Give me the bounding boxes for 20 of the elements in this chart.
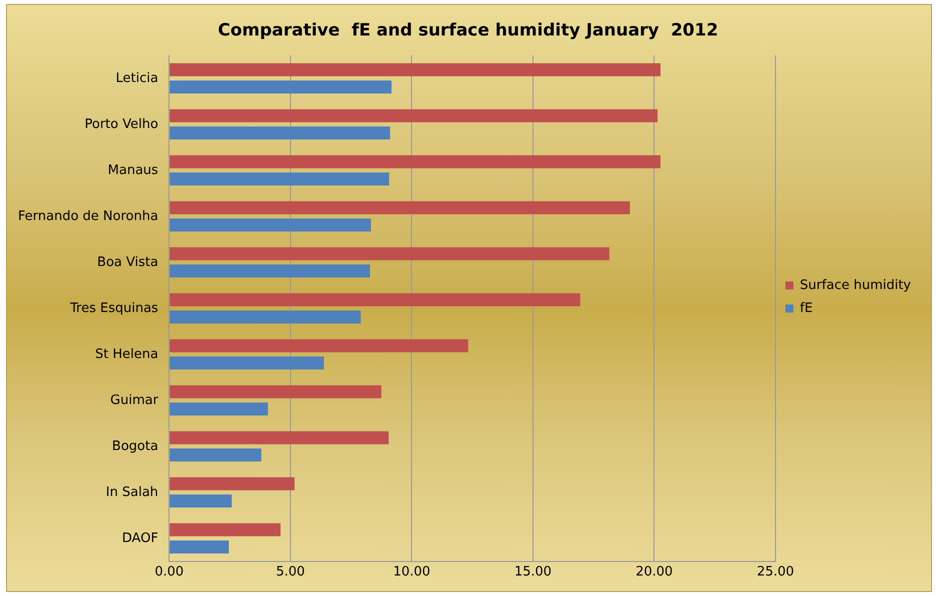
chart-title: Comparative fE and surface humidity January 2012 bbox=[218, 20, 718, 41]
y-tick-label: Tres Esquinas bbox=[69, 300, 158, 316]
y-tick-label: DAOF bbox=[122, 530, 158, 546]
y-tick-label: Leticia bbox=[116, 70, 158, 86]
y-tick-label: Guimar bbox=[110, 392, 159, 408]
legend-label: fE bbox=[800, 300, 813, 316]
y-tick-label: St Helena bbox=[95, 346, 158, 362]
y-tick-label: Porto Velho bbox=[84, 116, 158, 132]
x-tick-label: 15.00 bbox=[514, 564, 552, 580]
x-tick-label: 10.00 bbox=[393, 564, 430, 580]
x-tick-label: 5.00 bbox=[276, 564, 305, 580]
y-tick-label: In Salah bbox=[106, 484, 158, 500]
y-tick-label: Boa Vista bbox=[97, 254, 158, 270]
legend-label: Surface humidity bbox=[800, 278, 912, 293]
x-tick-label: 20.00 bbox=[636, 564, 673, 580]
x-tick-label: 0.00 bbox=[154, 564, 184, 580]
y-tick-label: Manaus bbox=[108, 162, 158, 178]
y-tick-label: Fernando de Noronha bbox=[18, 208, 158, 224]
x-tick-label: 25.00 bbox=[756, 564, 794, 580]
y-tick-label: Bogota bbox=[112, 438, 158, 454]
